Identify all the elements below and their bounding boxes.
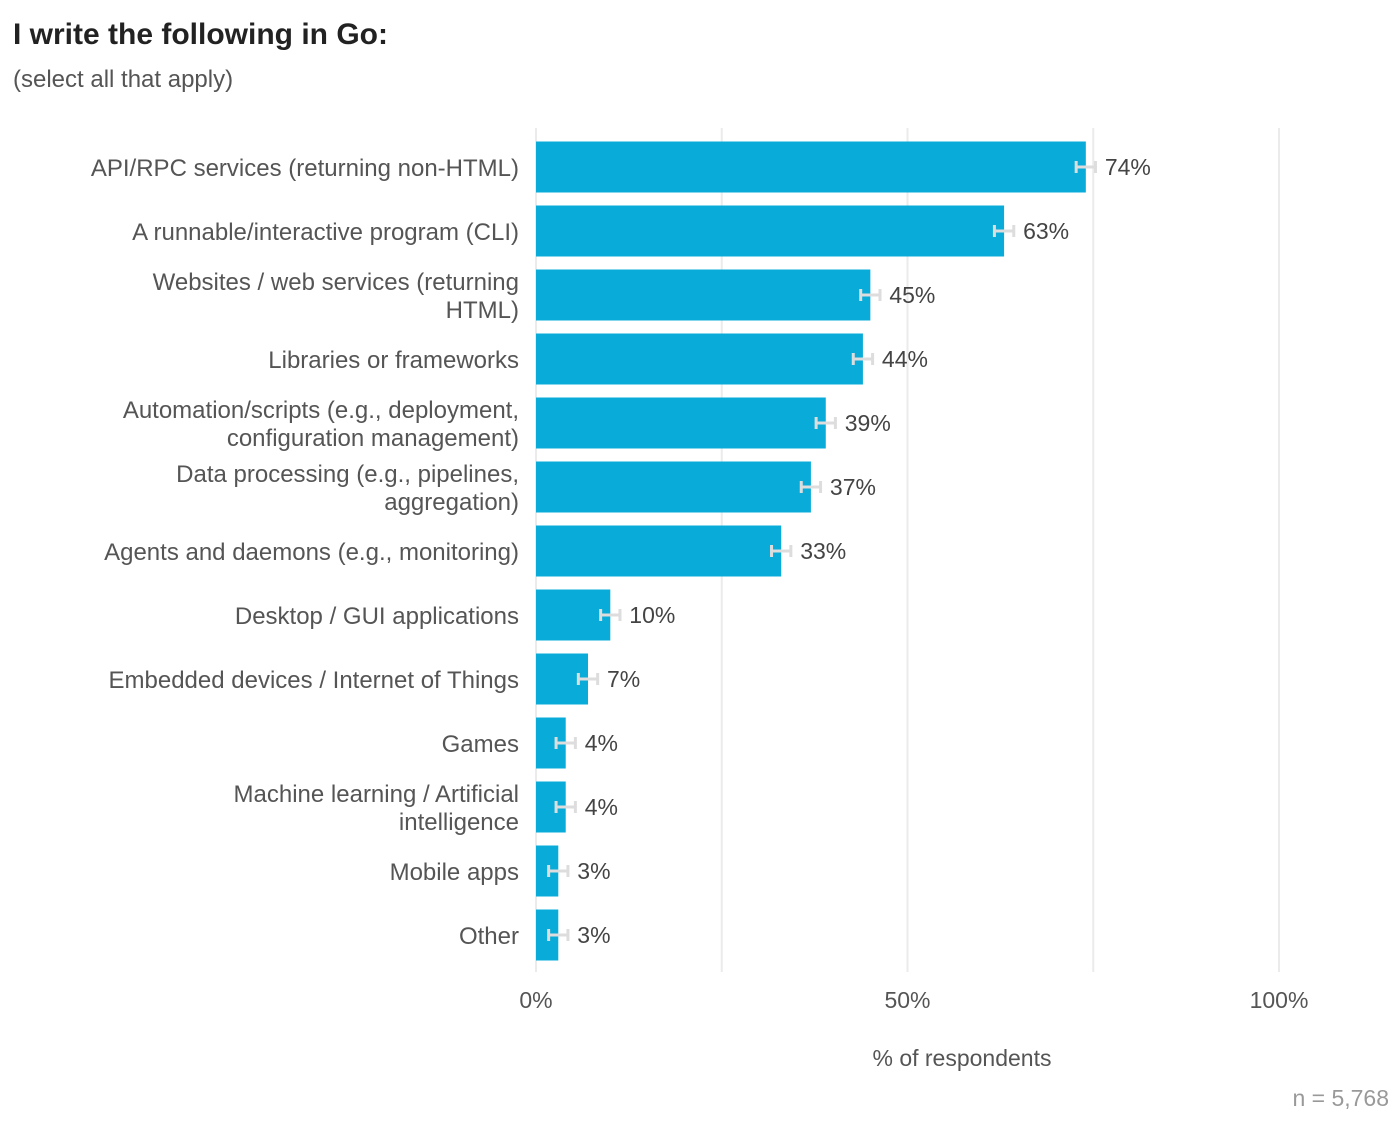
data-label: 45%	[889, 282, 935, 308]
category-label: Websites / web services (returning	[153, 269, 519, 296]
sample-size-note: n = 5,768	[1292, 1085, 1389, 1111]
data-label: 39%	[845, 410, 891, 436]
data-label: 10%	[629, 602, 675, 628]
chart-subtitle: (select all that apply)	[13, 66, 234, 93]
data-label: 7%	[607, 666, 640, 692]
category-label: Desktop / GUI applications	[235, 603, 519, 630]
data-label: 33%	[800, 538, 846, 564]
category-label: configuration management)	[227, 425, 519, 452]
category-label: API/RPC services (returning non-HTML)	[91, 155, 519, 182]
data-label: 37%	[830, 474, 876, 500]
category-label: Libraries or frameworks	[268, 347, 519, 374]
chart-title: I write the following in Go:	[13, 18, 388, 51]
bar	[536, 589, 611, 641]
data-label: 3%	[577, 858, 610, 884]
category-label: A runnable/interactive program (CLI)	[132, 219, 519, 246]
x-tick-label: 0%	[519, 987, 552, 1013]
data-label: 3%	[577, 922, 610, 948]
category-label: Agents and daemons (e.g., monitoring)	[104, 539, 519, 566]
bar	[536, 141, 1086, 193]
category-label: Machine learning / Artificial	[234, 781, 519, 808]
data-label: 74%	[1105, 154, 1151, 180]
bar	[536, 525, 782, 577]
bar	[536, 205, 1005, 257]
data-label: 4%	[585, 794, 618, 820]
category-label: Data processing (e.g., pipelines,	[176, 461, 519, 488]
data-label: 63%	[1023, 218, 1069, 244]
x-tick-label: 50%	[884, 987, 930, 1013]
category-label: Embedded devices / Internet of Things	[109, 667, 519, 694]
category-label: aggregation)	[384, 489, 519, 516]
bar	[536, 269, 871, 321]
x-tick-label: 100%	[1250, 987, 1309, 1013]
category-label: Games	[442, 731, 519, 758]
data-label: 44%	[882, 346, 928, 372]
bar	[536, 461, 811, 513]
data-label: 4%	[585, 730, 618, 756]
bar	[536, 397, 826, 449]
category-label: Mobile apps	[390, 859, 519, 886]
bar	[536, 333, 863, 385]
category-label: intelligence	[399, 809, 519, 836]
category-label: HTML)	[446, 297, 519, 324]
x-axis-label: % of respondents	[872, 1045, 1051, 1071]
category-label: Automation/scripts (e.g., deployment,	[123, 397, 519, 424]
category-label: Other	[459, 923, 519, 950]
